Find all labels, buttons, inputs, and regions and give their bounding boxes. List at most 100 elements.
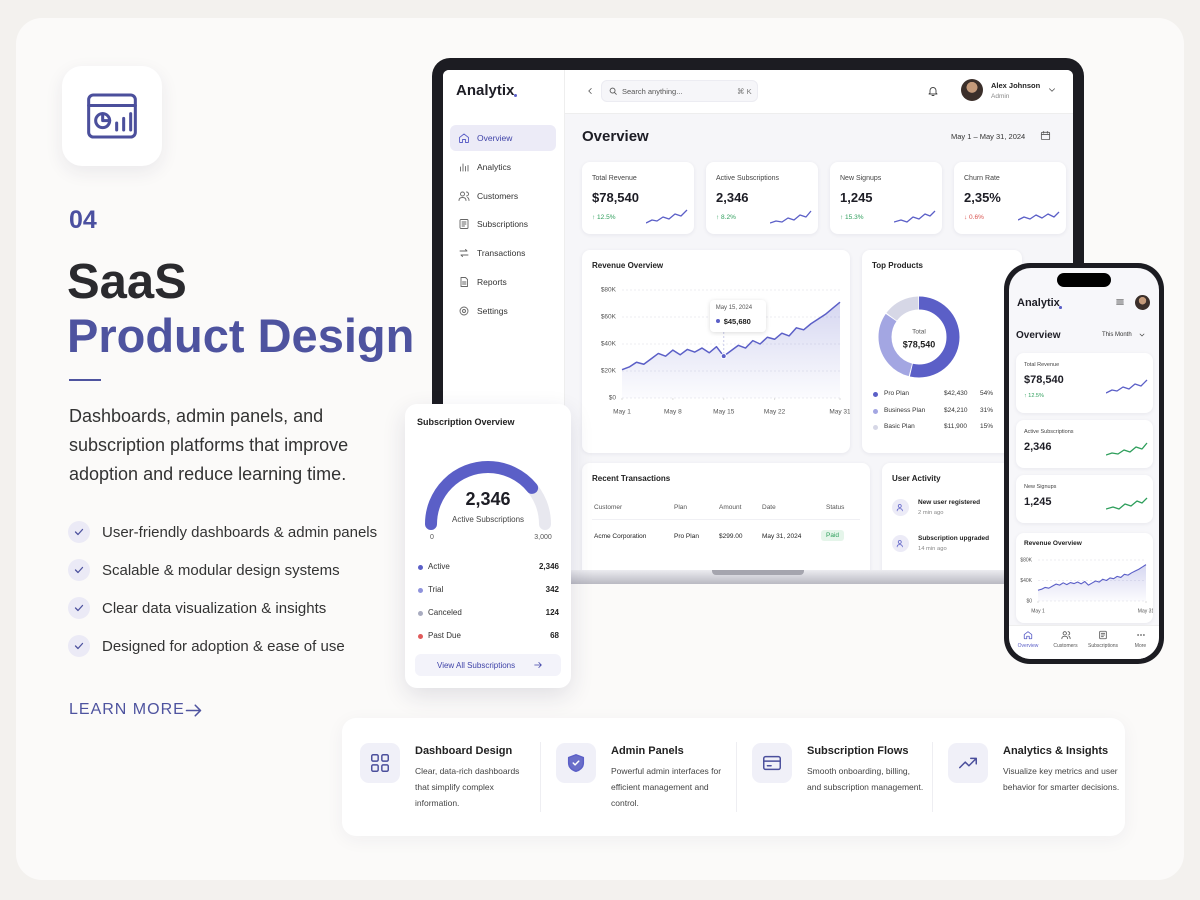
icon-shape: [763, 755, 781, 771]
icon: [1116, 299, 1124, 305]
status-name: Past Due: [428, 631, 461, 640]
legend-dot: [873, 392, 878, 397]
search-box[interactable]: Search anything... ⌘ K: [601, 80, 758, 102]
capability-title: Dashboard Design: [415, 745, 513, 757]
nav-item[interactable]: Transactions: [450, 240, 556, 266]
user-role: Admin: [991, 93, 1010, 100]
view-all-button[interactable]: View All Subscriptions: [415, 654, 561, 676]
kpi-label: Total Revenue: [592, 175, 637, 182]
icon-shape: [461, 221, 467, 227]
icon: [74, 604, 84, 612]
icon-shape: [1106, 379, 1148, 394]
tab-label[interactable]: Customers: [1053, 643, 1078, 649]
icon: [460, 163, 469, 172]
activity-time: 14 min ago: [918, 546, 947, 552]
x-tick-label: May 31: [829, 409, 850, 416]
icon-shape: [614, 92, 617, 95]
icon: [567, 754, 585, 772]
card-title: Subscription Overview: [417, 417, 515, 427]
laptop-base: [412, 570, 1104, 584]
kpi-card: New Signups 1,245: [1016, 475, 1153, 523]
row-divider: [592, 519, 860, 520]
status-name: Trial: [428, 585, 444, 594]
nav-item[interactable]: Settings: [450, 298, 556, 324]
line: [621, 301, 841, 371]
column-divider: [540, 742, 541, 812]
transactions-card: Recent Transactions Customer Plan Amount Dat…: [582, 463, 870, 570]
status-dot: [418, 634, 423, 639]
tab-label[interactable]: More: [1134, 643, 1147, 649]
dynamic-island: [1057, 273, 1111, 287]
nav-item[interactable]: Overview: [450, 125, 556, 151]
icon-shape: [1060, 631, 1071, 640]
nav-item[interactable]: Customers: [450, 183, 556, 209]
tab-label[interactable]: Subscriptions: [1087, 643, 1118, 649]
sparkline: [894, 210, 936, 223]
nav-item[interactable]: Reports: [450, 269, 556, 295]
revenue-card: Revenue Overview $0 $20K $40K $60K $80K May 1 M…: [582, 250, 850, 453]
y-tick-label: $80K: [1020, 557, 1032, 563]
product-amount: $11,900: [944, 423, 968, 430]
icon-shape: [1023, 631, 1033, 640]
card-title: Revenue Overview: [592, 261, 664, 270]
icon: [896, 540, 903, 548]
period-select[interactable]: This Month: [1102, 332, 1132, 338]
donut: Total $78,540: [878, 296, 960, 378]
nav-item[interactable]: Analytics: [450, 154, 556, 180]
icon-shape: [1139, 333, 1145, 337]
area: [622, 302, 840, 398]
icon-shape: [896, 508, 903, 512]
page-title: Overview: [582, 128, 649, 145]
learn-more[interactable]: LEARN MORE: [69, 701, 185, 718]
cell: Pro Plan: [674, 533, 699, 540]
icon-shape: [1040, 130, 1051, 135]
icon-shape: [460, 191, 465, 197]
sparkline: [646, 209, 688, 224]
icon-shape: [763, 760, 781, 767]
status-count: 2,346: [538, 562, 559, 571]
capability-title: Analytics & Insights: [1003, 745, 1109, 757]
capabilities-bar: Dashboard Design Clear, data-rich dashboa…: [342, 718, 1125, 836]
y-tick-label: $80K: [601, 287, 617, 294]
section-number: 04: [69, 206, 97, 234]
icon-shape: [87, 93, 137, 139]
product-name: Basic Plan: [884, 423, 915, 430]
product-amount: $24,210: [944, 406, 968, 414]
icon-shape: [928, 87, 938, 95]
icon: [1049, 88, 1055, 92]
icon: [459, 133, 469, 143]
kpi-label: New Signups: [1024, 484, 1057, 490]
icon: [185, 704, 202, 717]
capability-description: Smooth onboarding, billing, and subscrip…: [807, 766, 924, 792]
donut-segment: [878, 296, 960, 378]
activity-icon: [892, 499, 909, 516]
check-badge: [68, 521, 90, 543]
brand-dot: [1059, 306, 1062, 309]
icon-shape: [74, 642, 84, 650]
icon-shape: [770, 210, 812, 224]
icon-shape: [897, 540, 902, 544]
card-title: User Activity: [892, 474, 941, 483]
icon-shape: [101, 112, 133, 132]
icon-shape: [1040, 131, 1051, 141]
icon-shape: [381, 764, 389, 772]
icon-shape: [371, 764, 379, 772]
y-tick-label: $20K: [601, 368, 617, 375]
column-header: Plan: [674, 504, 688, 511]
activity-text: New user registered: [918, 499, 981, 506]
icon: [609, 87, 617, 95]
tab-label[interactable]: Overview: [1017, 643, 1039, 649]
y-tick-label: $0: [1026, 598, 1032, 604]
cell: $299.00: [719, 533, 743, 540]
product-name: Business Plan: [884, 406, 926, 414]
icon-shape: [1106, 497, 1148, 510]
nav-item[interactable]: Subscriptions: [450, 211, 556, 237]
gauge-min: 0: [430, 534, 434, 541]
status-name: Active: [428, 562, 450, 571]
nav-label: Reports: [477, 277, 507, 287]
icon-shape: [381, 754, 389, 762]
icon: [928, 87, 938, 96]
x-tick-label: May 31: [1138, 608, 1153, 614]
icon-shape: [646, 209, 688, 224]
status-dot: [418, 588, 423, 593]
